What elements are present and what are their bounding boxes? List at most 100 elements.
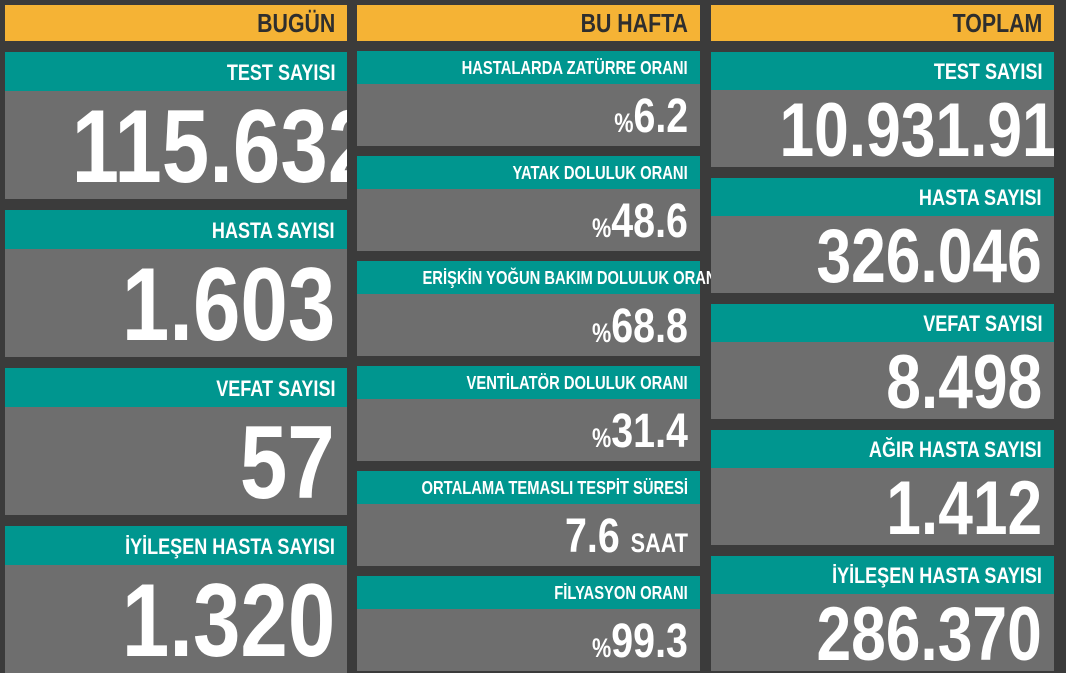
stat-card: İYİLEŞEN HASTA SAYISI 286.370: [711, 556, 1054, 671]
column-header: TOPLAM: [711, 5, 1054, 41]
stat-value-wrap: %99.3: [592, 609, 688, 671]
stat-label-bar: YATAK DOLULUK ORANI: [357, 156, 700, 189]
stat-card: TEST SAYISI 10.931.917: [711, 52, 1054, 167]
stat-value: 8.498: [886, 342, 1042, 419]
stat-value-box: 1.412: [711, 468, 1054, 545]
stat-value: 7.6: [565, 510, 620, 563]
stat-value-box: 7.6 SAAT: [357, 504, 700, 566]
stat-card: ERİŞKİN YOĞUN BAKIM DOLULUK ORANI %68.8: [357, 261, 721, 356]
stat-value: 115.632: [71, 91, 347, 199]
stat-label: HASTALARDA ZATÜRRE ORANI: [461, 58, 688, 78]
stat-label: HASTA SAYISI: [919, 185, 1042, 210]
stat-label-bar: AĞIR HASTA SAYISI: [711, 430, 1054, 468]
stat-label-bar: HASTALARDA ZATÜRRE ORANI: [357, 51, 700, 84]
stat-label-bar: VEFAT SAYISI: [711, 304, 1054, 342]
stat-prefix: %: [592, 318, 612, 348]
stat-label: TEST SAYISI: [933, 59, 1042, 84]
stat-value-wrap: 115.632: [72, 91, 347, 199]
stat-value-box: 326.046: [711, 216, 1054, 293]
stat-value: 1.603: [121, 249, 335, 357]
stat-label-bar: HASTA SAYISI: [711, 178, 1054, 216]
stat-label-bar: HASTA SAYISI: [5, 210, 347, 249]
stat-value-box: 115.632: [5, 91, 347, 199]
stat-value-box: %31.4: [357, 399, 700, 461]
stat-label: HASTA SAYISI: [212, 218, 335, 243]
stat-label: YATAK DOLULUK ORANI: [512, 163, 688, 183]
stat-value-wrap: 7.6 SAAT: [565, 504, 688, 566]
stat-unit: SAAT: [630, 528, 688, 558]
stat-value-wrap: 57: [240, 407, 335, 515]
stat-value: 10.931.917: [779, 90, 1054, 167]
stat-prefix: %: [592, 213, 612, 243]
stat-card: HASTALARDA ZATÜRRE ORANI %6.2: [357, 51, 700, 146]
column-title: TOPLAM: [952, 8, 1042, 38]
stat-value: 99.3: [611, 615, 688, 668]
column-title: BUGÜN: [256, 8, 335, 38]
stat-card: YATAK DOLULUK ORANI %48.6: [357, 156, 700, 251]
stat-value-wrap: 286.370: [817, 594, 1042, 671]
stat-value-box: 1.320: [5, 565, 347, 673]
stat-label-bar: FİLYASYON ORANI: [357, 576, 700, 609]
stat-card: VEFAT SAYISI 8.498: [711, 304, 1054, 419]
column-title: BU HAFTA: [580, 8, 688, 38]
stat-value: 31.4: [611, 405, 688, 458]
stat-label: TEST SAYISI: [226, 60, 335, 85]
stat-label-bar: TEST SAYISI: [711, 52, 1054, 90]
stat-value: 68.8: [611, 300, 688, 353]
stat-card: ORTALAMA TEMASLI TESPİT SÜRESİ 7.6 SAAT: [357, 471, 700, 566]
stat-label-bar: İYİLEŞEN HASTA SAYISI: [5, 526, 347, 565]
stat-value: 6.2: [633, 90, 688, 143]
stat-value-box: 10.931.917: [711, 90, 1054, 167]
stat-card: FİLYASYON ORANI %99.3: [357, 576, 700, 671]
stat-card: AĞIR HASTA SAYISI 1.412: [711, 430, 1054, 545]
stat-label: AĞIR HASTA SAYISI: [869, 437, 1042, 462]
stat-prefix: %: [592, 633, 612, 663]
stat-value: 326.046: [816, 216, 1042, 293]
stat-label-bar: ORTALAMA TEMASLI TESPİT SÜRESİ: [357, 471, 700, 504]
stat-prefix: %: [614, 108, 634, 138]
stat-label-bar: ERİŞKİN YOĞUN BAKIM DOLULUK ORANI: [357, 261, 721, 294]
stat-label: ERİŞKİN YOĞUN BAKIM DOLULUK ORANI: [422, 268, 721, 288]
stat-value-wrap: 8.498: [886, 342, 1042, 419]
stat-value-wrap: 1.320: [122, 565, 335, 673]
stat-value-box: %68.8: [357, 294, 700, 356]
stat-value-wrap: 1.603: [122, 249, 335, 357]
stat-value-box: 57: [5, 407, 347, 515]
stat-label-bar: VEFAT SAYISI: [5, 368, 347, 407]
stat-card: HASTA SAYISI 326.046: [711, 178, 1054, 293]
stat-value: 1.412: [886, 468, 1042, 545]
stat-value-wrap: 326.046: [817, 216, 1042, 293]
stat-value: 1.320: [121, 565, 335, 673]
stat-value-box: 8.498: [711, 342, 1054, 419]
stat-value-box: 286.370: [711, 594, 1054, 671]
column: BUGÜN TEST SAYISI 115.632 HASTA SAYISI 1.603…: [5, 5, 347, 673]
column-header: BUGÜN: [5, 5, 347, 41]
stat-value-box: %48.6: [357, 189, 700, 251]
stat-card: TEST SAYISI 115.632: [5, 52, 347, 199]
stat-card: VEFAT SAYISI 57: [5, 368, 347, 515]
stat-label-bar: TEST SAYISI: [5, 52, 347, 91]
stat-label: İYİLEŞEN HASTA SAYISI: [832, 563, 1042, 588]
stat-value: 286.370: [816, 594, 1042, 671]
stat-value-wrap: %48.6: [592, 189, 688, 251]
stat-value: 57: [240, 407, 335, 515]
stat-value-box: %6.2: [357, 84, 700, 146]
stat-card: HASTA SAYISI 1.603: [5, 210, 347, 357]
column: BU HAFTA HASTALARDA ZATÜRRE ORANI %6.2 YATA…: [357, 5, 721, 671]
stat-value-wrap: %31.4: [592, 399, 688, 461]
stat-value-wrap: 10.931.917: [779, 90, 1054, 167]
stat-label: VEFAT SAYISI: [922, 311, 1042, 336]
stat-value-wrap: %6.2: [614, 84, 688, 146]
stat-value-wrap: %68.8: [592, 294, 688, 356]
stat-value: 48.6: [611, 195, 688, 248]
stat-label-bar: VENTİLATÖR DOLULUK ORANI: [357, 366, 700, 399]
stat-card: VENTİLATÖR DOLULUK ORANI %31.4: [357, 366, 700, 461]
stat-value-wrap: 1.412: [886, 468, 1042, 545]
column: TOPLAM TEST SAYISI 10.931.917 HASTA SAYISI 3…: [711, 5, 1054, 671]
stat-prefix: %: [592, 423, 612, 453]
stat-value-box: 1.603: [5, 249, 347, 357]
column-header: BU HAFTA: [357, 5, 700, 41]
stat-card: İYİLEŞEN HASTA SAYISI 1.320: [5, 526, 347, 673]
stat-label: VENTİLATÖR DOLULUK ORANI: [466, 373, 688, 393]
